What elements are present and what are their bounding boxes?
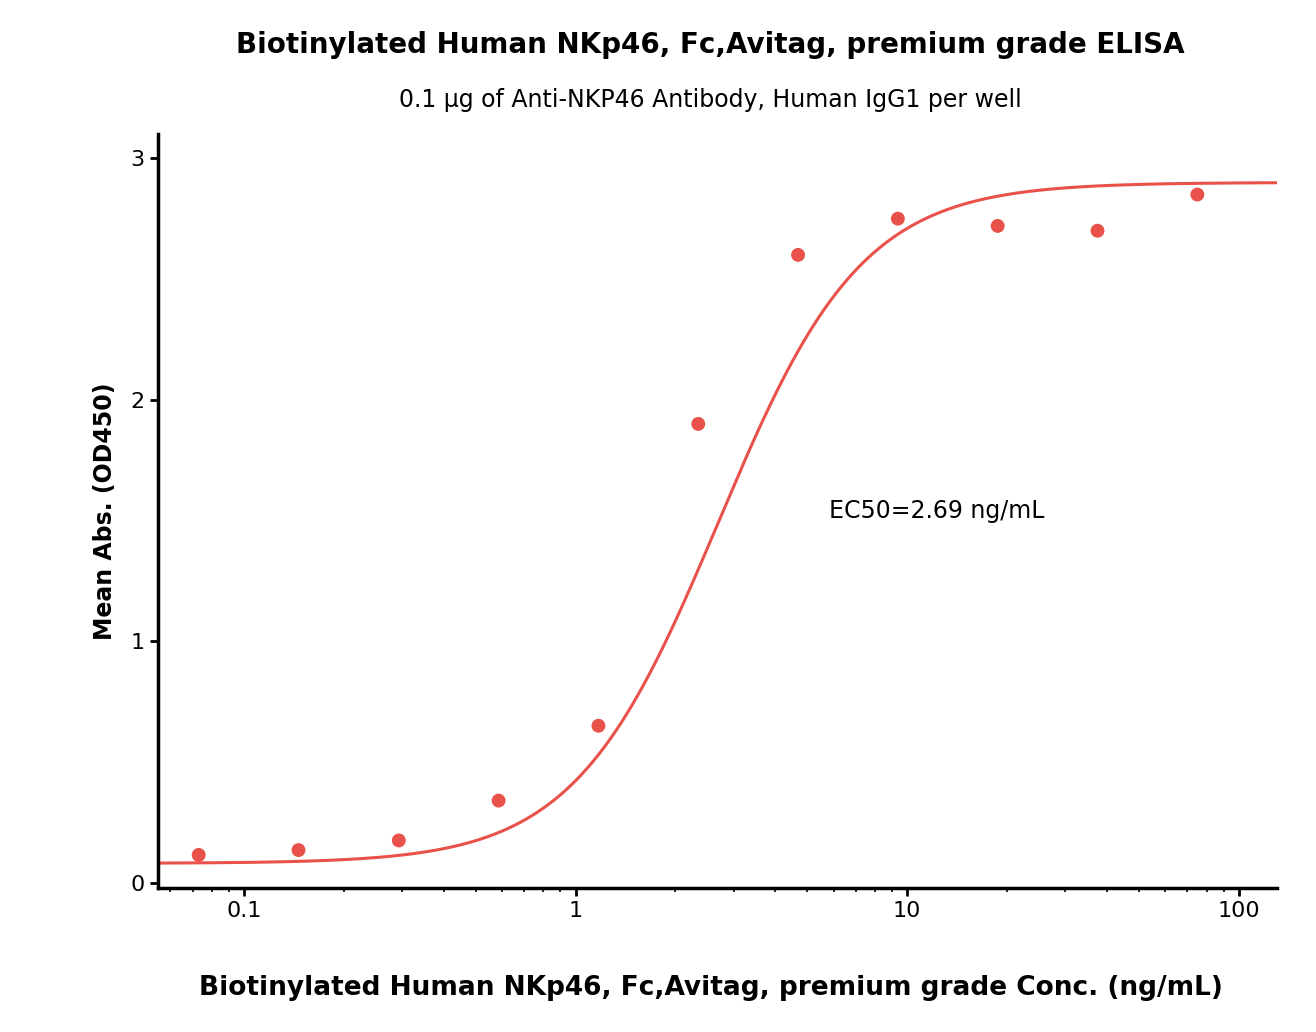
Text: Biotinylated Human NKp46, Fc,Avitag, premium grade ELISA: Biotinylated Human NKp46, Fc,Avitag, pre… xyxy=(237,31,1184,59)
Point xyxy=(987,218,1008,234)
Point xyxy=(787,247,808,263)
Point xyxy=(887,211,908,227)
Y-axis label: Mean Abs. (OD450): Mean Abs. (OD450) xyxy=(92,382,117,640)
Point xyxy=(288,842,309,859)
Point xyxy=(688,416,709,432)
Point xyxy=(1187,186,1208,202)
Text: 0.1 μg of Anti-NKP46 Antibody, Human IgG1 per well: 0.1 μg of Anti-NKP46 Antibody, Human IgG… xyxy=(399,88,1023,111)
Point xyxy=(588,717,609,734)
Point xyxy=(488,793,509,809)
Text: EC50=2.69 ng/mL: EC50=2.69 ng/mL xyxy=(829,498,1045,523)
Point xyxy=(188,846,209,863)
Point xyxy=(388,832,409,848)
Point xyxy=(1087,223,1108,239)
Text: Biotinylated Human NKp46, Fc,Avitag, premium grade Conc. (ng/mL): Biotinylated Human NKp46, Fc,Avitag, pre… xyxy=(199,975,1223,1001)
